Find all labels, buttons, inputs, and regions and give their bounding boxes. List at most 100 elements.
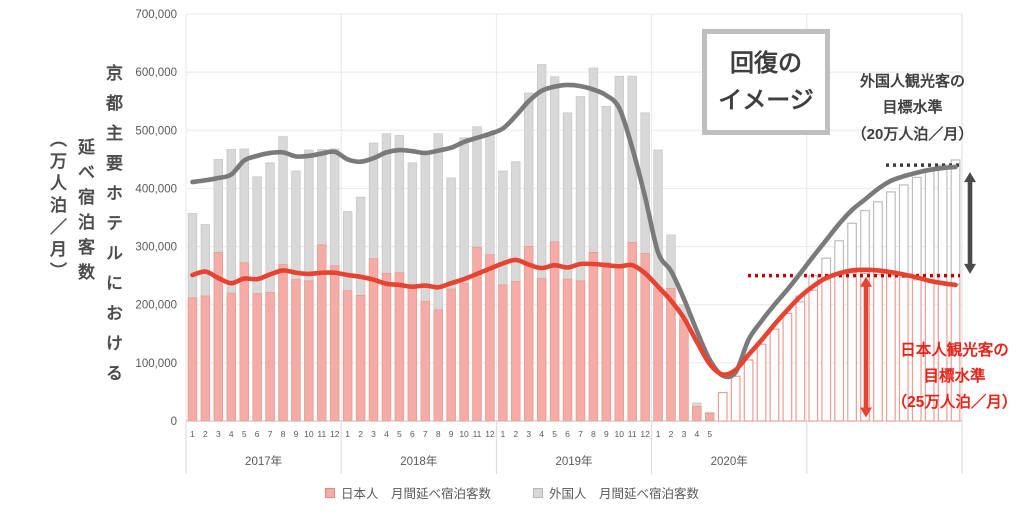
bar-foreign-projected bbox=[860, 209, 870, 274]
japanese-target-arrow-head-top bbox=[860, 276, 872, 287]
month-label: 12 bbox=[485, 429, 495, 439]
y-tick-label: 200,000 bbox=[135, 300, 177, 312]
bar-foreign-projected bbox=[847, 222, 857, 274]
y-axis-title-line3: （万人泊／月） bbox=[47, 130, 66, 284]
month-label: 11 bbox=[473, 429, 482, 439]
bar-japanese-actual bbox=[239, 262, 249, 422]
recovery-image-callout: 回復の イメージ bbox=[702, 29, 830, 135]
bar-japanese-actual bbox=[342, 290, 353, 422]
recovery-image-text-line1: 回復の bbox=[730, 49, 802, 77]
bar-foreign-projected bbox=[898, 184, 909, 278]
month-label: 12 bbox=[330, 429, 340, 439]
month-label: 11 bbox=[628, 429, 637, 439]
foreign-legend-label: 外国人 月間延べ宿泊客数 bbox=[549, 487, 700, 501]
bar-japanese-actual bbox=[265, 292, 275, 422]
y-tick-label: 400,000 bbox=[135, 183, 177, 195]
month-label: 12 bbox=[640, 429, 650, 439]
bar-japanese-actual bbox=[252, 293, 262, 422]
foreign-target-line2: 目標水準 bbox=[882, 99, 943, 117]
bar-foreign-projected bbox=[937, 164, 948, 284]
bar-japanese-actual bbox=[407, 287, 418, 422]
foreign-target-arrow-head-top bbox=[964, 172, 976, 183]
legend: 日本人 月間延べ宿泊客数 外国人 月間延べ宿泊客数 bbox=[0, 483, 1024, 502]
month-label: 7 bbox=[578, 429, 583, 439]
month-label: 6 bbox=[410, 429, 415, 439]
bar-japanese-actual bbox=[679, 319, 689, 422]
month-label: 1 bbox=[656, 429, 661, 439]
y-axis-title-line2: 延べ宿泊客数 bbox=[75, 138, 94, 288]
y-tick-label: 700,000 bbox=[135, 9, 177, 21]
foreign-target-line1: 外国人観光客の bbox=[859, 73, 965, 90]
bar-japanese-actual bbox=[304, 280, 314, 422]
month-label: 3 bbox=[371, 429, 376, 439]
y-axis-title-line1: 京都主要ホテルにおける bbox=[103, 64, 122, 394]
bar-japanese-actual bbox=[368, 258, 379, 422]
bar-japanese-actual bbox=[601, 262, 612, 422]
month-label: 6 bbox=[565, 429, 570, 439]
month-label: 4 bbox=[539, 429, 544, 439]
month-label: 9 bbox=[604, 429, 609, 439]
bar-japanese-projected bbox=[834, 272, 845, 422]
foreign-trend-line bbox=[190, 82, 958, 380]
year-label: 2018年 bbox=[400, 454, 437, 468]
month-label: 7 bbox=[268, 429, 273, 439]
bar-japanese-actual bbox=[291, 279, 301, 422]
bar-japanese-actual bbox=[666, 288, 676, 422]
legend-item-japanese: 日本人 月間延べ宿泊客数 bbox=[324, 483, 491, 502]
month-label: 3 bbox=[682, 429, 687, 439]
month-label: 8 bbox=[281, 429, 286, 439]
bar-foreign-projected bbox=[834, 240, 845, 274]
y-tick-label: 100,000 bbox=[135, 358, 177, 370]
bar-japanese-actual bbox=[511, 281, 521, 422]
japanese-target-line2: 目標水準 bbox=[923, 368, 986, 386]
bar-japanese-actual bbox=[485, 254, 495, 422]
month-label: 2 bbox=[669, 429, 674, 439]
bar-japanese-actual bbox=[705, 413, 715, 422]
bar-japanese-actual bbox=[278, 264, 288, 422]
month-label: 9 bbox=[294, 429, 299, 439]
month-label: 10 bbox=[615, 429, 625, 439]
bar-japanese-actual bbox=[433, 309, 443, 422]
year-label: 2019年 bbox=[555, 454, 592, 468]
bar-japanese-actual bbox=[355, 295, 366, 422]
bar-japanese-actual bbox=[536, 278, 547, 422]
recovery-image-text-line2: イメージ bbox=[718, 87, 814, 114]
month-label: 4 bbox=[229, 429, 234, 439]
bar-japanese-actual bbox=[472, 246, 482, 422]
bar-japanese-projected bbox=[821, 279, 832, 422]
bar-japanese-actual bbox=[524, 246, 534, 422]
month-label: 1 bbox=[345, 429, 350, 439]
month-label: 2 bbox=[513, 429, 518, 439]
bar-japanese-projected bbox=[795, 301, 806, 422]
bar-japanese-actual bbox=[692, 406, 702, 422]
bar-foreign-projected bbox=[911, 176, 922, 281]
y-tick-label: 600,000 bbox=[135, 67, 177, 79]
bar-japanese-projected bbox=[730, 375, 741, 422]
bar-foreign-projected bbox=[924, 170, 935, 283]
month-label: 2 bbox=[203, 429, 208, 439]
bar-japanese-actual bbox=[381, 272, 392, 422]
year-label: 2020年 bbox=[711, 454, 748, 468]
month-label: 2 bbox=[358, 429, 363, 439]
y-tick-label: 500,000 bbox=[135, 125, 177, 137]
month-label: 6 bbox=[255, 429, 260, 439]
bar-japanese-projected bbox=[847, 272, 857, 422]
bar-foreign-projected bbox=[885, 191, 896, 277]
bar-japanese-actual bbox=[640, 253, 650, 422]
month-label: 8 bbox=[591, 429, 596, 439]
month-label: 1 bbox=[190, 429, 195, 439]
bar-japanese-actual bbox=[498, 284, 508, 422]
bar-japanese-actual bbox=[446, 288, 456, 422]
month-label: 4 bbox=[384, 429, 389, 439]
japanese-trend-line bbox=[190, 257, 958, 377]
month-label: 9 bbox=[449, 429, 454, 439]
bar-japanese-projected bbox=[743, 359, 754, 422]
bar-japanese-actual bbox=[614, 267, 624, 422]
month-label: 10 bbox=[459, 429, 469, 439]
bar-japanese-actual bbox=[459, 282, 469, 422]
bar-japanese-actual bbox=[549, 241, 560, 422]
month-label: 5 bbox=[397, 429, 402, 439]
japanese-legend-label: 日本人 月間延べ宿泊客数 bbox=[340, 487, 491, 501]
bar-japanese-actual bbox=[627, 242, 637, 422]
